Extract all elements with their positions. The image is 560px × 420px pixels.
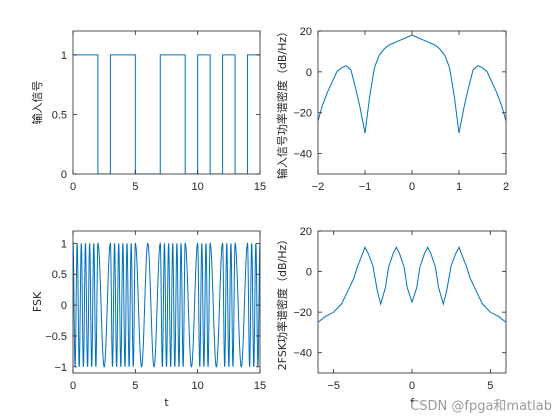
y-tick-label: 1 bbox=[61, 238, 67, 250]
axes-box bbox=[317, 30, 507, 175]
series-line bbox=[73, 54, 260, 174]
series-line bbox=[73, 242, 260, 368]
x-tick-label: −1 bbox=[359, 181, 372, 193]
axes-box bbox=[72, 30, 261, 175]
x-tick-label: 15 bbox=[254, 181, 266, 193]
series-line bbox=[318, 34, 506, 134]
x-tick-label: 5 bbox=[487, 380, 493, 392]
x-tick-label: 5 bbox=[132, 380, 138, 392]
y-tick-label: 20 bbox=[300, 226, 312, 238]
y-axis-label: 输入信号功率谱密度（dB/Hz） bbox=[275, 26, 289, 179]
x-tick-label: 10 bbox=[192, 380, 204, 392]
x-axis-label: f bbox=[410, 396, 415, 409]
y-tick-label: 1 bbox=[61, 50, 67, 62]
x-tick-label: 15 bbox=[254, 380, 266, 392]
subplot-input-signal: 0 5 10 15 0 0.5 1 输入信号 bbox=[30, 30, 266, 193]
y-tick-label: 0.5 bbox=[52, 109, 67, 121]
y-axis-label: 输入信号 bbox=[30, 81, 44, 125]
y-tick-label: 0.5 bbox=[52, 269, 67, 281]
x-tick-label: 0 bbox=[409, 181, 415, 193]
y-tick-label: 20 bbox=[300, 26, 312, 38]
x-tick-label: 0 bbox=[409, 380, 415, 392]
x-tick-label: −2 bbox=[312, 181, 325, 193]
y-axis-label: 2FSK功率谱密度（dB/Hz） bbox=[275, 234, 289, 371]
y-tick-label: 0 bbox=[61, 300, 67, 312]
y-tick-label: 0 bbox=[61, 169, 67, 181]
x-tick-label: 0 bbox=[70, 181, 76, 193]
watermark: CSDN @fpga和matlab bbox=[410, 399, 552, 414]
y-tick-label: −20 bbox=[293, 108, 312, 120]
x-tick-label: 5 bbox=[132, 181, 138, 193]
axes-box bbox=[72, 230, 261, 374]
y-tick-label: −40 bbox=[293, 348, 312, 360]
x-axis-label: t bbox=[164, 396, 169, 409]
y-tick-label: 0 bbox=[306, 267, 312, 279]
y-tick-label: −40 bbox=[293, 149, 312, 161]
y-axis-label: FSK bbox=[31, 291, 44, 312]
subplot-fsk-psd: −5 0 5 −40 −20 0 20 2FSK功率谱密度（dB/Hz） f bbox=[275, 226, 507, 409]
x-tick-label: −5 bbox=[327, 380, 340, 392]
x-tick-label: 2 bbox=[503, 181, 509, 193]
y-tick-label: −1 bbox=[54, 362, 67, 374]
y-tick-label: −20 bbox=[293, 307, 312, 319]
series-line bbox=[318, 246, 506, 323]
x-tick-label: 0 bbox=[70, 380, 76, 392]
x-tick-label: 10 bbox=[192, 181, 204, 193]
subplot-fsk-signal: 0 5 10 15 −1 −0.5 0 0.5 1 FSK t bbox=[31, 230, 266, 409]
y-tick-label: −0.5 bbox=[45, 331, 67, 343]
subplot-input-psd: −2 −1 0 1 2 −40 −20 0 20 输入信号功率谱密度（dB/Hz） bbox=[275, 26, 509, 193]
y-tick-label: 0 bbox=[306, 67, 312, 79]
x-tick-label: 1 bbox=[456, 181, 462, 193]
